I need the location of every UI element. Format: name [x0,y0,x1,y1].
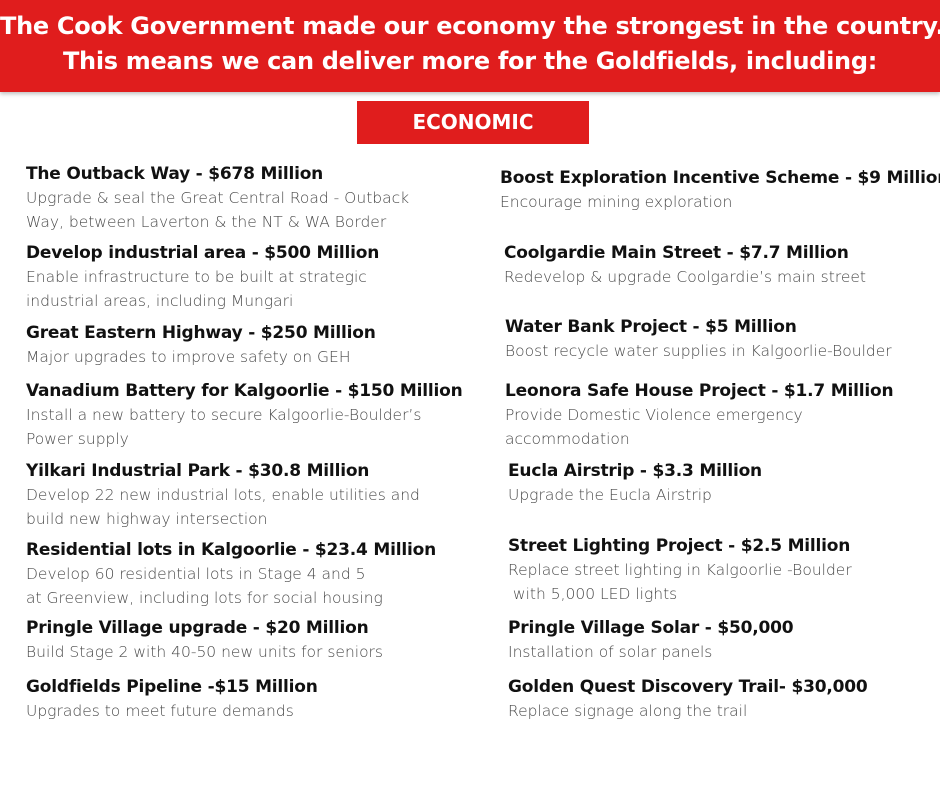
item-title: Street Lighting Project - $2.5 Million [508,536,851,556]
item-desc-line: Develop 22 new industrial lots, enable u… [26,486,420,504]
item-title: Coolgardie Main Street - $7.7 Million [504,243,849,263]
section-label-economic: ECONOMIC [357,101,589,144]
item-title: Residential lots in Kalgoorlie - $23.4 M… [26,540,437,560]
item-desc-line: Power supply [26,430,129,448]
item-desc-line: build new highway intersection [26,510,268,528]
right-item-2: Water Bank Project - $5 Million Boost re… [505,315,892,363]
right-item-1: Coolgardie Main Street - $7.7 Million Re… [504,241,866,289]
item-desc-line: Major upgrades to improve safety on GEH [26,348,351,366]
header-line-2: This means we can deliver more for the G… [62,47,878,75]
item-desc-line: Enable infrastructure to be built at str… [26,268,367,286]
right-item-4: Eucla Airstrip - $3.3 Million Upgrade th… [508,459,762,507]
item-desc-line: Upgrades to meet future demands [26,702,294,720]
item-title: Pringle Village Solar - $50,000 [508,618,794,638]
right-item-5: Street Lighting Project - $2.5 Million R… [508,534,852,606]
item-title: Boost Exploration Incentive Scheme - $9 … [500,168,940,188]
left-item-1: Develop industrial area - $500 Million E… [26,241,379,313]
left-item-3: Vanadium Battery for Kalgoorlie - $150 M… [26,379,463,451]
left-item-7: Goldfields Pipeline -$15 Million Upgrade… [26,675,318,723]
right-item-0: Boost Exploration Incentive Scheme - $9 … [500,166,940,214]
left-item-4: Yilkari Industrial Park - $30.8 Million … [26,459,420,531]
item-desc-line: at Greenview, including lots for social … [26,589,383,607]
item-desc-line: Replace street lighting in Kalgoorlie -B… [508,561,852,579]
item-desc-line: Redevelop & upgrade Coolgardie’s main st… [504,268,866,286]
header-banner: The Cook Government made our economy the… [0,0,940,92]
item-desc-line: Encourage mining exploration [500,193,733,211]
item-desc-line: Install a new battery to secure Kalgoorl… [26,406,422,424]
item-title: Eucla Airstrip - $3.3 Million [508,461,762,481]
left-item-2: Great Eastern Highway - $250 Million Maj… [26,321,376,369]
item-title: Water Bank Project - $5 Million [505,317,797,337]
item-title: Leonora Safe House Project - $1.7 Millio… [505,381,894,401]
right-item-7: Golden Quest Discovery Trail- $30,000 Re… [508,675,868,723]
item-title: The Outback Way - $678 Million [26,164,324,184]
item-title: Golden Quest Discovery Trail- $30,000 [508,677,868,697]
header-line-1: The Cook Government made our economy the… [0,12,940,40]
item-desc-line: Build Stage 2 with 40-50 new units for s… [26,643,384,661]
item-title: Great Eastern Highway - $250 Million [26,323,376,343]
item-desc-line: Upgrade & seal the Great Central Road - … [26,189,410,207]
item-title: Develop industrial area - $500 Million [26,243,380,263]
item-title: Yilkari Industrial Park - $30.8 Million [26,461,370,481]
item-desc-line: Upgrade the Eucla Airstrip [508,486,712,504]
item-desc-line: Provide Domestic Violence emergency [505,406,803,424]
left-item-0: The Outback Way - $678 Million Upgrade &… [26,162,409,234]
left-item-6: Pringle Village upgrade - $20 Million Bu… [26,616,383,664]
item-title: Pringle Village upgrade - $20 Million [26,618,369,638]
item-desc-line: accommodation [505,430,630,448]
right-item-6: Pringle Village Solar - $50,000 Installa… [508,616,794,664]
item-title: Goldfields Pipeline -$15 Million [26,677,318,697]
item-desc-line: with 5,000 LED lights [508,585,678,603]
left-item-5: Residential lots in Kalgoorlie - $23.4 M… [26,538,436,610]
item-desc-line: Way, between Laverton & the NT & WA Bord… [26,213,387,231]
item-desc-line: Replace signage along the trail [508,702,748,720]
item-desc-line: Develop 60 residential lots in Stage 4 a… [26,565,366,583]
item-desc-line: industrial areas, including Mungari [26,292,294,310]
item-title: Vanadium Battery for Kalgoorlie - $150 M… [26,381,463,401]
item-desc-line: Boost recycle water supplies in Kalgoorl… [505,342,892,360]
right-item-3: Leonora Safe House Project - $1.7 Millio… [505,379,894,451]
item-desc-line: Installation of solar panels [508,643,713,661]
